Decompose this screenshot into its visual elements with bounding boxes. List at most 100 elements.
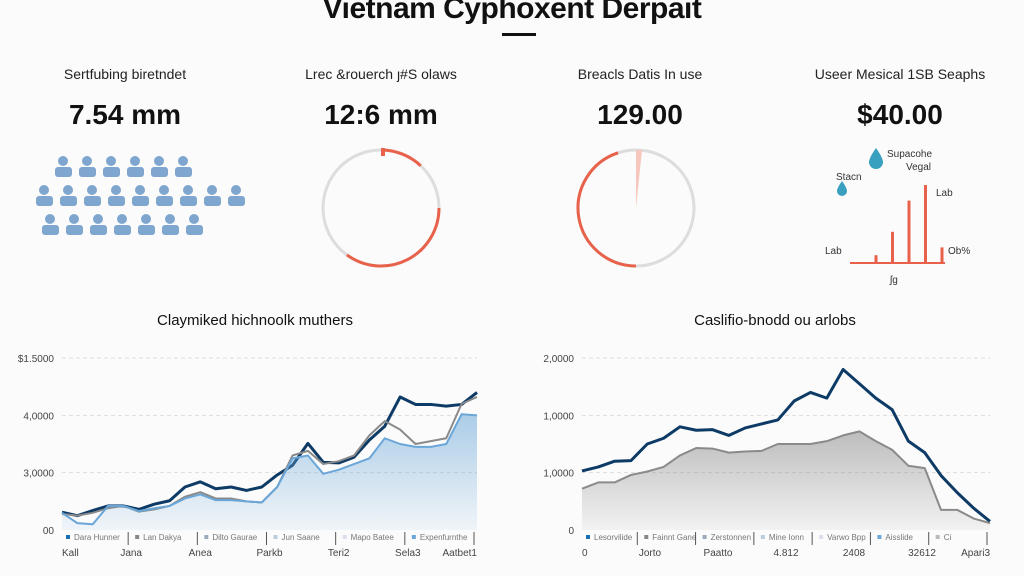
person-icon [204,185,221,206]
person-icon [84,185,101,206]
person-icon [60,185,77,206]
kpi-value: 7.54 mm [68,99,182,130]
person-icon [103,156,120,177]
legend-item: Zerstonnen [711,533,751,542]
y-tick-label: 0 [568,526,574,537]
legend-item: Mine Ionn [769,533,804,542]
legend-swatch [273,535,278,539]
legend-item: Dara Hunner [74,533,120,542]
mini-label: ʃg [889,275,898,286]
x-tick-label: Apari3 [961,548,990,559]
legend-swatch [342,535,347,539]
y-tick-label: 3,0000 [23,469,54,480]
legend-item: Aisslide [885,533,913,542]
kpi-card-4: Useer Mesical 1SB Seaphs $40.00 [790,66,1010,131]
x-tick-label: 4.812 [773,548,798,559]
x-tick-label: Teri2 [328,548,350,559]
drop-icon [869,148,883,169]
person-icon [90,214,107,235]
mini-label: Supacohe [887,149,932,160]
people-icon-grid [36,156,245,235]
kpi-label: Lrec &rouerch ȷ#S olaws [305,66,457,82]
y-tick-label: 2,0000 [543,354,574,365]
kpi-value: 129.00 [597,99,683,130]
legend-swatch [819,535,824,539]
gauge-fill [380,148,422,167]
y-tick-label: $1.5000 [18,354,55,365]
person-icon [180,185,197,206]
legend-swatch [411,535,416,539]
mini-label: Stacn [836,172,862,183]
kpi-value: $40.00 [857,99,943,130]
gauge-needle [636,150,642,208]
x-tick-label: Paatto [704,548,733,559]
kpi-label: Breacls Datis In use [577,66,703,82]
mini-bar-chart: Supacohe Vegal Stacn Lab Lab Ob% ʃg [825,148,970,286]
person-icon [132,185,149,206]
kpi-label: Sertfubing biretndet [63,66,187,82]
person-icon [66,214,83,235]
y-tick-label: 00 [43,526,55,537]
person-icon [186,214,203,235]
mini-label: Lab [936,188,953,199]
legend-item: Lesorvilide [594,533,633,542]
legend-swatch [644,535,649,539]
x-tick-label: Jana [120,548,142,559]
person-icon [228,185,245,206]
y-tick-label: 4,0000 [23,411,54,422]
legend-swatch [935,535,940,539]
legend-item: Lan Dakya [143,533,182,542]
legend-item: Expenfurnthe [420,533,468,542]
chart-left: 00 3,0000 4,0000 $1.5000 Dara Hunner Lan Daky… [18,354,478,559]
kpi-card-1: Sertfubing biretndet 7.54 mm [15,66,235,131]
person-icon [175,156,192,177]
chart-title-left: Claymiked hichnoolk muthers [157,312,353,329]
area-fill [62,414,477,530]
area-fill [582,431,990,530]
gauges [321,148,696,268]
person-icon [79,156,96,177]
title-underline [502,33,536,36]
chart-right: 0 1,0000 1,0000 2,0000 Lesorvilide Fainnt Gan… [543,354,991,559]
kpi-card-3: Breacls Datis In use 129.00 [530,66,750,131]
y-tick-label: 1,0000 [543,411,574,422]
series-line [61,413,478,526]
legend-swatch [204,535,209,539]
x-tick-label: Anea [189,548,213,559]
kpi-label: Useer Mesical 1SB Seaphs [814,66,986,82]
x-tick-label: Parkb [256,548,283,559]
legend-item: Ci [944,533,952,542]
x-tick-label: Aatbet1 [443,548,478,559]
person-icon [114,214,131,235]
y-tick-label: 1,0000 [543,469,574,480]
chart-title-right: Caslifio-bnodd ou arlobs [694,312,856,329]
gauge-fill [346,207,441,268]
gauge-fill [576,151,637,268]
legend-swatch [135,535,140,539]
mini-label: Ob% [948,246,970,257]
mini-label: Vegal [906,162,931,173]
x-tick-label: 0 [582,548,588,559]
legend-item: Jun Saane [282,533,321,542]
person-icon [55,156,72,177]
legend-swatch [877,535,882,539]
person-icon [42,214,59,235]
person-icon [36,185,53,206]
x-tick-label: 32612 [908,548,936,559]
x-tick-label: Sela3 [395,548,421,559]
person-icon [108,185,125,206]
person-icon [156,185,173,206]
legend-swatch [702,535,707,539]
legend-item: Fainnt Gane [652,533,697,542]
x-tick-label: Jorto [639,548,662,559]
series-line [581,367,991,523]
drop-icon [837,181,847,196]
person-icon [162,214,179,235]
person-icon [138,214,155,235]
kpi-value: 12:6 mm [324,99,438,130]
page-title: Vietnam Cyphoxent Derpait [322,0,702,25]
mini-label: Lab [825,246,842,257]
series-line [581,430,991,525]
legend-item: Varwo Bpp [827,533,866,542]
